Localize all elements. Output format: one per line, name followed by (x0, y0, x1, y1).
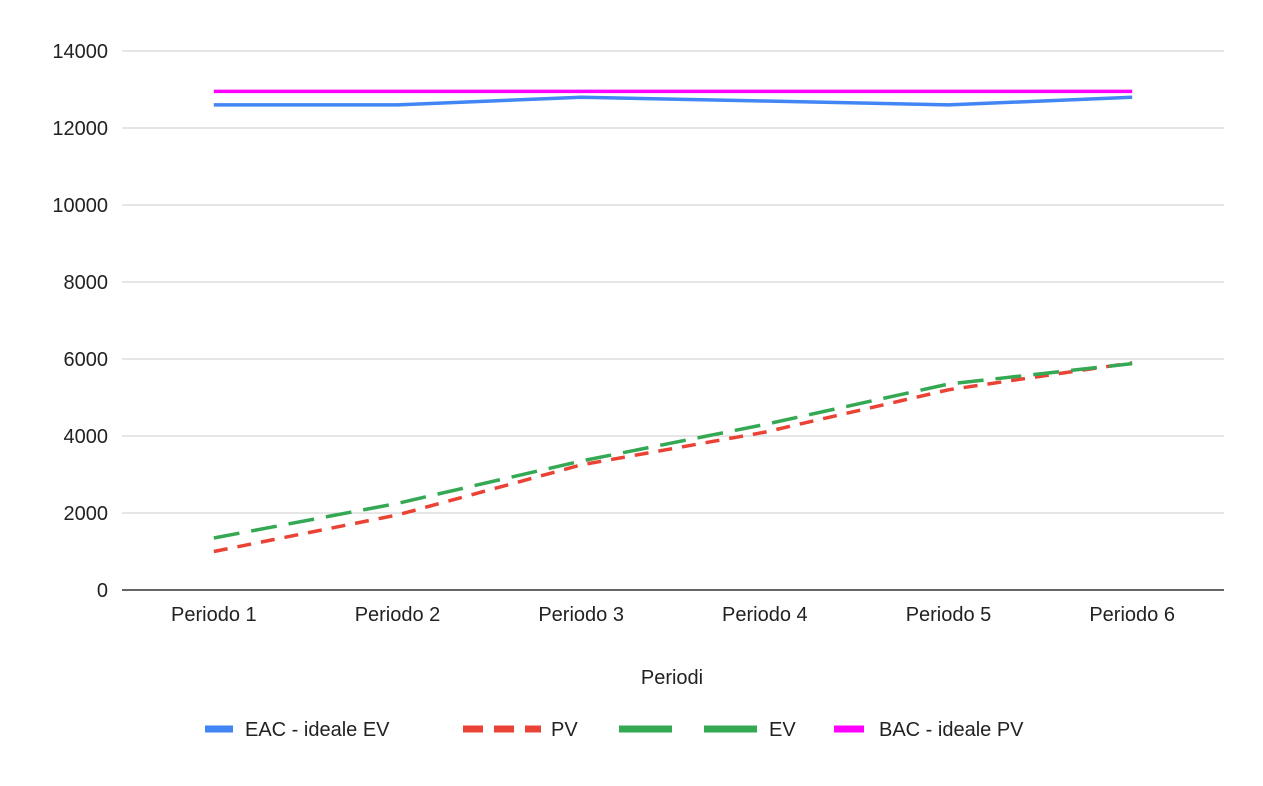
y-tick-label: 4000 (64, 426, 109, 448)
grid-lines (122, 50, 1224, 514)
x-tick-label: Periodo 1 (171, 604, 257, 626)
y-tick-label: 8000 (64, 272, 109, 294)
series-line-1 (213, 95, 1133, 107)
legend-item: PV (463, 719, 578, 741)
legend: EAC - ideale EV PV EV BAC - ideale PV (205, 719, 1024, 741)
tick-labels: 0 2000 4000 6000 8000 10000 12000 14000 Periodo … (52, 41, 1175, 626)
legend-item: BAC - ideale PV (834, 719, 1024, 741)
series-lines (213, 89, 1133, 554)
series-line-3 (213, 361, 1133, 540)
x-tick-label: Periodo 3 (538, 604, 624, 626)
y-tick-label: 6000 (64, 349, 109, 371)
legend-label: EV (769, 719, 796, 741)
legend-item: EV (619, 719, 796, 741)
x-axis-title: Periodi (641, 667, 703, 689)
x-tick-label: Periodo 2 (355, 604, 441, 626)
legend-item: EAC - ideale EV (205, 719, 390, 741)
y-tick-label: 0 (97, 580, 108, 602)
x-tick-label: Periodo 6 (1089, 604, 1175, 626)
legend-label: BAC - ideale PV (879, 719, 1024, 741)
x-tick-label: Periodo 4 (722, 604, 808, 626)
legend-label: PV (551, 719, 578, 741)
y-tick-label: 12000 (52, 118, 108, 140)
x-tick-label: Periodo 5 (906, 604, 992, 626)
y-tick-label: 2000 (64, 503, 109, 525)
y-tick-label: 10000 (52, 195, 108, 217)
series-line-2 (213, 361, 1133, 554)
y-tick-label: 14000 (52, 41, 108, 63)
legend-label: EAC - ideale EV (245, 719, 390, 741)
